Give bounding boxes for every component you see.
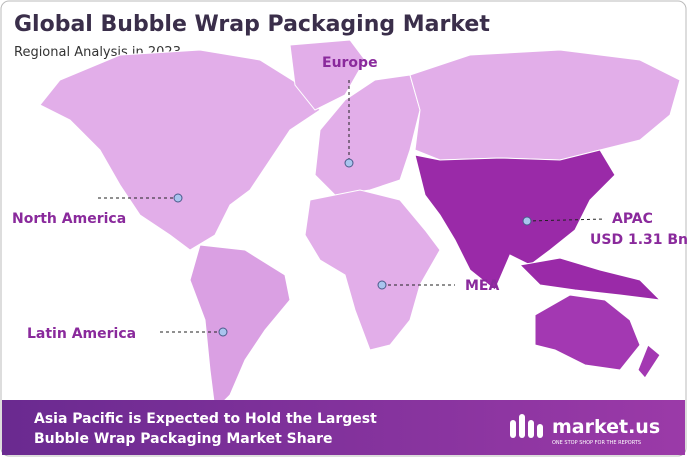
- title: Global Bubble Wrap Packaging Market: [14, 12, 490, 37]
- region-label: Europe: [322, 55, 378, 71]
- region-label: APAC: [612, 211, 653, 227]
- russia: [409, 49, 681, 161]
- region-label: North America: [12, 211, 126, 227]
- world-map: [39, 39, 681, 412]
- markers: [173, 158, 532, 337]
- footer-band: [2, 400, 685, 455]
- europe: [314, 74, 421, 196]
- tagline: ONE STOP SHOP FOR THE REPORTS: [552, 440, 641, 446]
- australia: [534, 294, 641, 371]
- logo-icon: [510, 414, 543, 438]
- south-east-asia: [518, 257, 662, 301]
- asia-pacific: [414, 149, 616, 291]
- north-america: [39, 49, 321, 251]
- region-label: MEA: [465, 278, 499, 294]
- africa: [304, 189, 441, 351]
- greenland: [289, 39, 366, 111]
- south-america: [189, 244, 291, 412]
- leader-lines: [98, 80, 606, 333]
- brand: market.us: [552, 416, 660, 438]
- footer-line: Asia Pacific is Expected to Hold the Lar…: [34, 411, 377, 427]
- region-label: Latin America: [27, 326, 136, 342]
- region-value: USD 1.31 Bn: [590, 232, 687, 248]
- new-zealand: [637, 344, 661, 379]
- footer-line: Bubble Wrap Packaging Market Share: [34, 431, 333, 447]
